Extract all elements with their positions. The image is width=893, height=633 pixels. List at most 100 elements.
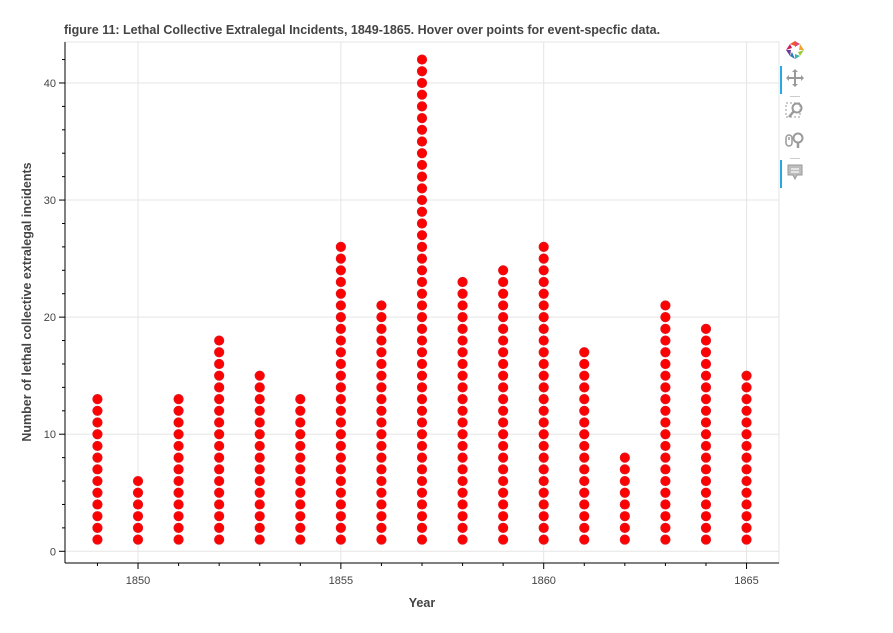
incident-point[interactable] bbox=[498, 347, 509, 358]
incident-point[interactable] bbox=[741, 429, 752, 440]
incident-point[interactable] bbox=[295, 405, 306, 416]
incident-point[interactable] bbox=[376, 417, 387, 428]
incident-point[interactable] bbox=[579, 487, 590, 498]
incident-point[interactable] bbox=[376, 475, 387, 487]
incident-point[interactable] bbox=[295, 417, 306, 428]
incident-point[interactable] bbox=[254, 464, 265, 475]
incident-point[interactable] bbox=[741, 534, 752, 545]
incident-point[interactable] bbox=[700, 393, 712, 405]
incident-point[interactable] bbox=[498, 370, 509, 381]
incident-point[interactable] bbox=[376, 464, 387, 475]
incident-point[interactable] bbox=[376, 393, 387, 405]
incident-point[interactable] bbox=[92, 393, 103, 405]
incident-point[interactable] bbox=[416, 417, 428, 428]
incident-point[interactable] bbox=[538, 417, 549, 428]
incident-point[interactable] bbox=[579, 511, 590, 522]
data-points[interactable] bbox=[92, 54, 752, 545]
incident-point[interactable] bbox=[619, 534, 630, 545]
incident-point[interactable] bbox=[376, 429, 387, 440]
incident-point[interactable] bbox=[416, 312, 428, 323]
incident-point[interactable] bbox=[254, 499, 265, 510]
incident-point[interactable] bbox=[538, 393, 549, 405]
incident-point[interactable] bbox=[214, 511, 225, 522]
incident-point[interactable] bbox=[335, 429, 346, 440]
incident-point[interactable] bbox=[214, 522, 225, 533]
incident-point[interactable] bbox=[619, 452, 630, 463]
incident-point[interactable] bbox=[660, 370, 671, 381]
incident-point[interactable] bbox=[498, 511, 509, 522]
incident-point[interactable] bbox=[376, 300, 387, 311]
incident-point[interactable] bbox=[416, 89, 428, 100]
incident-point[interactable] bbox=[579, 417, 590, 428]
incident-point[interactable] bbox=[579, 475, 590, 487]
incident-point[interactable] bbox=[579, 522, 590, 533]
incident-point[interactable] bbox=[457, 429, 468, 440]
incident-point[interactable] bbox=[498, 265, 509, 276]
incident-point[interactable] bbox=[660, 300, 671, 311]
incident-point[interactable] bbox=[741, 452, 752, 463]
incident-point[interactable] bbox=[214, 440, 225, 452]
incident-point[interactable] bbox=[376, 335, 387, 346]
incident-point[interactable] bbox=[214, 429, 225, 440]
incident-point[interactable] bbox=[741, 405, 752, 416]
incident-point[interactable] bbox=[457, 405, 468, 416]
incident-point[interactable] bbox=[538, 370, 549, 381]
incident-point[interactable] bbox=[416, 347, 428, 358]
incident-point[interactable] bbox=[416, 276, 428, 288]
incident-point[interactable] bbox=[295, 522, 306, 533]
incident-point[interactable] bbox=[498, 323, 509, 334]
incident-point[interactable] bbox=[376, 440, 387, 452]
incident-point[interactable] bbox=[254, 393, 265, 405]
incident-point[interactable] bbox=[416, 183, 428, 194]
incident-point[interactable] bbox=[416, 148, 428, 159]
incident-point[interactable] bbox=[457, 499, 468, 510]
incident-point[interactable] bbox=[457, 382, 468, 393]
incident-point[interactable] bbox=[579, 464, 590, 475]
incident-point[interactable] bbox=[741, 522, 752, 533]
incident-point[interactable] bbox=[416, 335, 428, 346]
incident-point[interactable] bbox=[538, 265, 549, 276]
incident-point[interactable] bbox=[295, 499, 306, 510]
incident-point[interactable] bbox=[457, 347, 468, 358]
incident-point[interactable] bbox=[335, 499, 346, 510]
incident-point[interactable] bbox=[214, 405, 225, 416]
incident-point[interactable] bbox=[214, 347, 225, 358]
incident-point[interactable] bbox=[376, 382, 387, 393]
incident-point[interactable] bbox=[457, 300, 468, 311]
incident-point[interactable] bbox=[457, 358, 468, 370]
incident-point[interactable] bbox=[254, 487, 265, 498]
incident-point[interactable] bbox=[538, 300, 549, 311]
incident-point[interactable] bbox=[92, 440, 103, 452]
incident-point[interactable] bbox=[660, 487, 671, 498]
incident-point[interactable] bbox=[538, 312, 549, 323]
incident-point[interactable] bbox=[416, 452, 428, 463]
incident-point[interactable] bbox=[92, 429, 103, 440]
incident-point[interactable] bbox=[498, 288, 509, 299]
incident-point[interactable] bbox=[92, 475, 103, 487]
incident-point[interactable] bbox=[741, 370, 752, 381]
incident-point[interactable] bbox=[416, 440, 428, 452]
incident-point[interactable] bbox=[295, 534, 306, 545]
incident-point[interactable] bbox=[538, 487, 549, 498]
wheel-zoom-tool[interactable] bbox=[780, 128, 810, 156]
incident-point[interactable] bbox=[457, 323, 468, 334]
incident-point[interactable] bbox=[416, 230, 428, 241]
incident-point[interactable] bbox=[295, 464, 306, 475]
incident-point[interactable] bbox=[214, 382, 225, 393]
incident-point[interactable] bbox=[92, 417, 103, 428]
incident-point[interactable] bbox=[416, 487, 428, 498]
incident-point[interactable] bbox=[660, 440, 671, 452]
incident-point[interactable] bbox=[92, 487, 103, 498]
incident-point[interactable] bbox=[335, 358, 346, 370]
incident-point[interactable] bbox=[295, 475, 306, 487]
incident-point[interactable] bbox=[416, 370, 428, 381]
incident-point[interactable] bbox=[538, 335, 549, 346]
incident-point[interactable] bbox=[741, 382, 752, 393]
incident-point[interactable] bbox=[538, 452, 549, 463]
incident-point[interactable] bbox=[335, 347, 346, 358]
incident-point[interactable] bbox=[376, 312, 387, 323]
incident-point[interactable] bbox=[416, 405, 428, 416]
incident-point[interactable] bbox=[538, 475, 549, 487]
incident-point[interactable] bbox=[660, 464, 671, 475]
incident-point[interactable] bbox=[376, 347, 387, 358]
